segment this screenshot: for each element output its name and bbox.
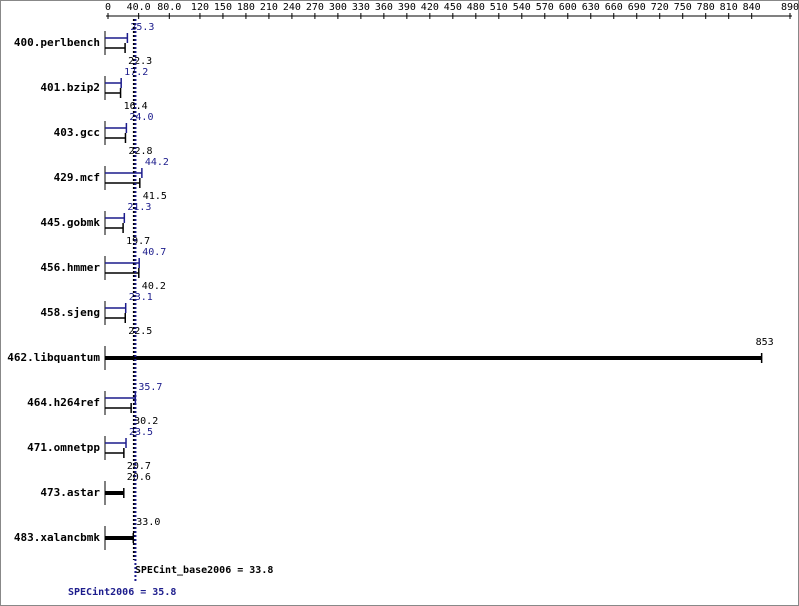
x-tick-label: 240 (283, 2, 301, 13)
value-label: 35.7 (138, 382, 162, 393)
x-tick-label: 0 (105, 2, 111, 13)
x-tick-label: 450 (444, 2, 462, 13)
x-tick-label: 510 (490, 2, 508, 13)
x-tick-label: 80.0 (157, 2, 181, 13)
x-tick-label: 300 (329, 2, 347, 13)
benchmark-label: 401.bzip2 (40, 81, 100, 94)
benchmark-label: 400.perlbench (14, 36, 100, 49)
value-label: 853 (756, 337, 774, 348)
value-label: 41.5 (143, 191, 167, 202)
value-label: 22.8 (128, 146, 152, 157)
summary-label: SPECint_base2006 = 33.8 (135, 564, 273, 576)
x-tick-label: 750 (674, 2, 692, 13)
x-tick-label: 660 (605, 2, 623, 13)
benchmark-label: 464.h264ref (27, 396, 100, 409)
value-label: 44.2 (145, 157, 169, 168)
benchmark-label: 483.xalancbmk (14, 531, 100, 544)
value-label: 33.0 (136, 517, 160, 528)
x-tick-label: 780 (697, 2, 715, 13)
summary-label: SPECint2006 = 35.8 (68, 586, 176, 598)
x-tick-label: 810 (720, 2, 738, 13)
x-tick-label: 630 (582, 2, 600, 13)
x-tick-label: 180 (237, 2, 255, 13)
x-tick-label: 330 (352, 2, 370, 13)
value-label: 40.7 (142, 247, 166, 258)
value-label: 23.1 (129, 292, 153, 303)
x-tick-label: 390 (398, 2, 416, 13)
value-label: 40.2 (142, 281, 166, 292)
value-label: 16.4 (124, 101, 148, 112)
benchmark-label: 462.libquantum (7, 351, 100, 364)
value-label: 30.2 (134, 416, 158, 427)
x-tick-label: 420 (421, 2, 439, 13)
benchmark-label: 445.gobmk (40, 216, 100, 229)
value-label: 19.7 (126, 236, 150, 247)
value-label: 22.5 (128, 326, 152, 337)
value-label: 22.3 (128, 56, 152, 67)
x-tick-label: 570 (536, 2, 554, 13)
x-tick-label: 40.0 (127, 2, 151, 13)
x-tick-label: 890 (781, 2, 799, 13)
x-tick-label: 120 (191, 2, 209, 13)
value-label: 24.0 (129, 112, 153, 123)
benchmark-label: 429.mcf (54, 171, 100, 184)
benchmark-label: 473.astar (40, 486, 100, 499)
x-tick-label: 270 (306, 2, 324, 13)
x-tick-label: 600 (559, 2, 577, 13)
value-label: 25.3 (130, 22, 154, 33)
benchmark-label: 403.gcc (54, 126, 100, 139)
x-tick-label: 150 (214, 2, 232, 13)
benchmark-label: 456.hmmer (40, 261, 100, 274)
x-tick-label: 720 (651, 2, 669, 13)
x-tick-label: 360 (375, 2, 393, 13)
x-tick-label: 210 (260, 2, 278, 13)
value-label: 20.7 (127, 461, 151, 472)
benchmark-label: 471.omnetpp (27, 441, 100, 454)
x-tick-label: 840 (743, 2, 761, 13)
value-label: 20.6 (127, 472, 151, 483)
benchmark-label: 458.sjeng (40, 306, 100, 319)
value-label: 23.5 (129, 427, 153, 438)
value-label: 21.3 (127, 202, 151, 213)
x-tick-label: 480 (467, 2, 485, 13)
x-tick-label: 690 (628, 2, 646, 13)
x-tick-label: 540 (513, 2, 531, 13)
